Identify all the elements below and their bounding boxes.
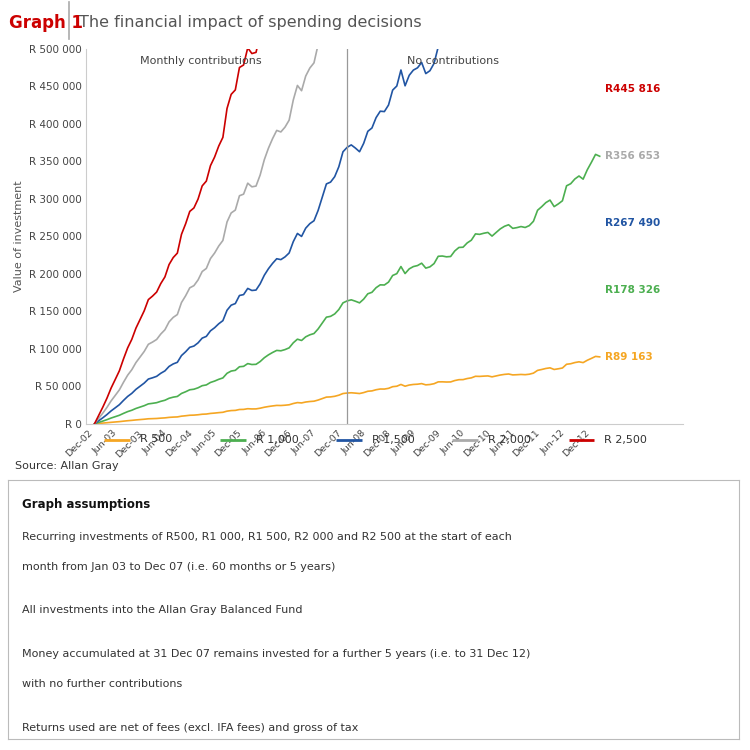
Text: month from Jan 03 to Dec 07 (i.e. 60 months or 5 years): month from Jan 03 to Dec 07 (i.e. 60 mon… (22, 562, 335, 572)
Text: R89 163: R89 163 (604, 352, 652, 362)
Text: R267 490: R267 490 (604, 218, 660, 228)
Text: R178 326: R178 326 (604, 285, 660, 295)
Text: R 2,500: R 2,500 (604, 434, 646, 445)
Text: R 1,500: R 1,500 (372, 434, 415, 445)
Text: No contributions: No contributions (407, 56, 500, 66)
Text: Monthly contributions: Monthly contributions (140, 56, 262, 66)
Text: with no further contributions: with no further contributions (22, 680, 182, 689)
Text: R356 653: R356 653 (604, 152, 660, 161)
Text: R445 816: R445 816 (604, 85, 660, 94)
Text: Recurring investments of R500, R1 000, R1 500, R2 000 and R2 500 at the start of: Recurring investments of R500, R1 000, R… (22, 532, 512, 542)
Text: Graph assumptions: Graph assumptions (22, 498, 150, 511)
Text: The financial impact of spending decisions: The financial impact of spending decisio… (79, 15, 422, 30)
Text: All investments into the Allan Gray Balanced Fund: All investments into the Allan Gray Bala… (22, 605, 302, 616)
Text: Source: Allan Gray: Source: Allan Gray (15, 460, 119, 471)
Text: Graph 1: Graph 1 (9, 13, 83, 32)
Text: R 500: R 500 (140, 434, 172, 445)
Y-axis label: Value of investment: Value of investment (14, 181, 24, 292)
Text: R 1,000: R 1,000 (256, 434, 298, 445)
Text: Money accumulated at 31 Dec 07 remains invested for a further 5 years (i.e. to 3: Money accumulated at 31 Dec 07 remains i… (22, 650, 530, 659)
Text: Returns used are net of fees (excl. IFA fees) and gross of tax: Returns used are net of fees (excl. IFA … (22, 723, 358, 734)
Text: R 2,000: R 2,000 (488, 434, 531, 445)
